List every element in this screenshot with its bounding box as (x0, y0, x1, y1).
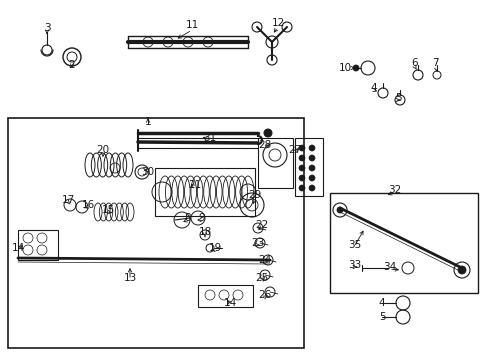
Text: 23: 23 (251, 238, 264, 248)
Circle shape (336, 207, 342, 213)
Text: 20: 20 (96, 145, 109, 155)
Circle shape (308, 155, 314, 161)
Text: 5: 5 (394, 93, 401, 103)
Bar (198, 285, 252, 307)
Circle shape (298, 185, 305, 191)
Text: 1: 1 (144, 117, 151, 127)
Text: 4: 4 (378, 298, 385, 308)
Text: 21: 21 (188, 180, 201, 190)
Text: 9: 9 (198, 213, 205, 223)
Text: 17: 17 (61, 195, 75, 205)
Circle shape (298, 145, 305, 151)
Text: 25: 25 (255, 273, 268, 283)
Text: 13: 13 (123, 273, 136, 283)
Circle shape (298, 155, 305, 161)
Circle shape (298, 175, 305, 181)
Text: 11: 11 (185, 20, 198, 30)
Circle shape (352, 65, 358, 71)
Text: 28: 28 (258, 140, 271, 150)
Text: 8: 8 (184, 213, 191, 223)
Text: 26: 26 (258, 290, 271, 300)
Circle shape (308, 165, 314, 171)
Bar (155, 168, 254, 216)
Circle shape (308, 175, 314, 181)
Text: 15: 15 (101, 205, 114, 215)
Text: 2: 2 (68, 60, 75, 70)
Text: 18: 18 (198, 227, 211, 237)
Text: 35: 35 (347, 240, 361, 250)
Text: 19: 19 (208, 243, 221, 253)
Circle shape (308, 185, 314, 191)
Text: 10: 10 (338, 63, 351, 73)
Bar (18, 230, 58, 260)
Bar (8, 118, 304, 348)
Text: 3: 3 (43, 23, 50, 33)
Text: 7: 7 (431, 58, 437, 68)
Circle shape (264, 129, 271, 137)
Text: 32: 32 (387, 185, 401, 195)
Text: 31: 31 (203, 133, 216, 143)
Text: 27: 27 (288, 145, 301, 155)
Text: 24: 24 (258, 255, 271, 265)
Bar (329, 193, 477, 293)
Circle shape (298, 165, 305, 171)
Text: 5: 5 (378, 312, 385, 322)
Text: 16: 16 (81, 200, 95, 210)
Text: 14: 14 (11, 243, 24, 253)
Text: 29: 29 (248, 190, 261, 200)
Bar (258, 138, 292, 188)
Text: 6: 6 (411, 58, 417, 68)
Text: 4: 4 (370, 83, 377, 93)
Text: 30: 30 (141, 167, 154, 177)
Text: 34: 34 (383, 262, 396, 272)
Bar (294, 138, 323, 196)
Text: 14: 14 (223, 298, 236, 308)
Text: 33: 33 (347, 260, 361, 270)
Circle shape (308, 145, 314, 151)
Circle shape (457, 266, 465, 274)
Text: 22: 22 (255, 220, 268, 230)
Text: 12: 12 (271, 18, 284, 28)
